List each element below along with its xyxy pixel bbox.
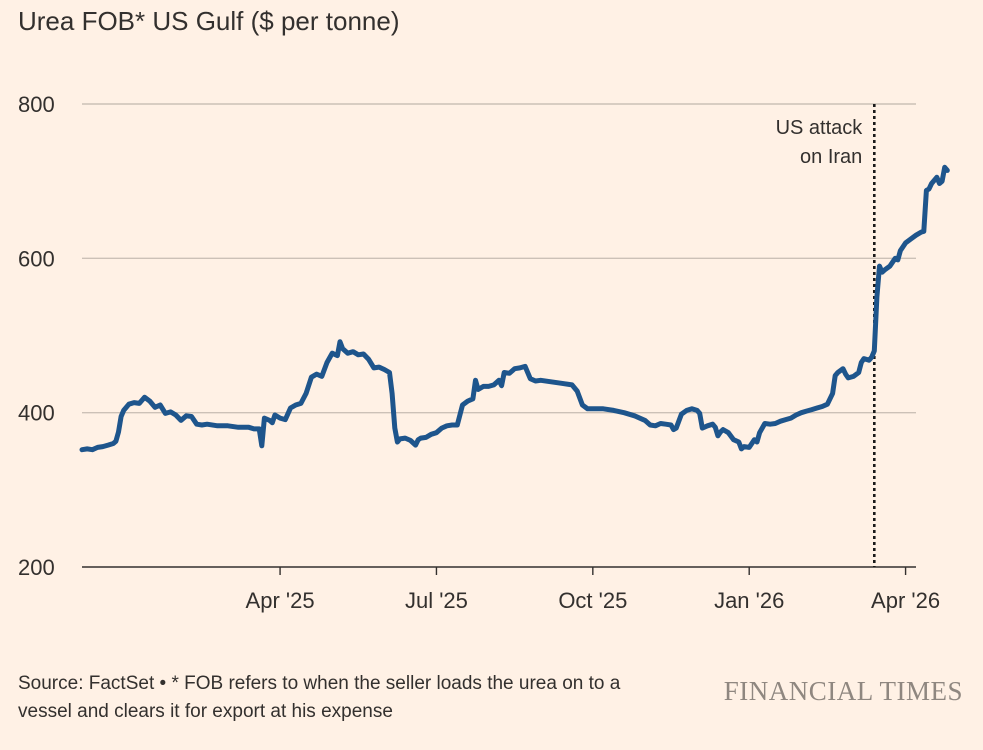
annotation-label-line-1: US attack [776, 117, 864, 139]
y-tick-label-600: 600 [18, 246, 55, 271]
x-axis-labels: Apr '25 Jul '25 Oct '25 Jan '26 Apr '26 [246, 588, 941, 613]
chart-title: Urea FOB* US Gulf ($ per tonne) [18, 6, 400, 36]
ft-logo: FINANCIAL TIMES [723, 676, 963, 706]
series-group [79, 164, 950, 453]
y-tick-label-400: 400 [18, 401, 55, 426]
y-tick-label-200: 200 [18, 555, 55, 580]
annotations: US attack on Iran [776, 104, 876, 567]
x-tick-label-apr-26: Apr '26 [871, 588, 940, 613]
x-tick-label-oct-25: Oct '25 [558, 588, 627, 613]
y-axis-labels: 200 400 600 800 [18, 92, 55, 580]
x-axis-ticks [279, 567, 907, 575]
line-chart: 200 400 600 800 Apr '25 Jul '25 Oct '25 Jan '2… [18, 92, 950, 613]
x-tick-label-apr-25: Apr '25 [246, 588, 315, 613]
y-tick-label-800: 800 [18, 92, 55, 117]
x-tick-label-jan-26: Jan '26 [714, 588, 784, 613]
gridlines [82, 103, 916, 414]
annotation-label-line-2: on Iran [800, 146, 862, 168]
source-note: Source: FactSet • * FOB refers to when t… [18, 673, 621, 722]
x-tick-label-jul-25: Jul '25 [405, 588, 468, 613]
series-line-urea-price [79, 164, 950, 453]
